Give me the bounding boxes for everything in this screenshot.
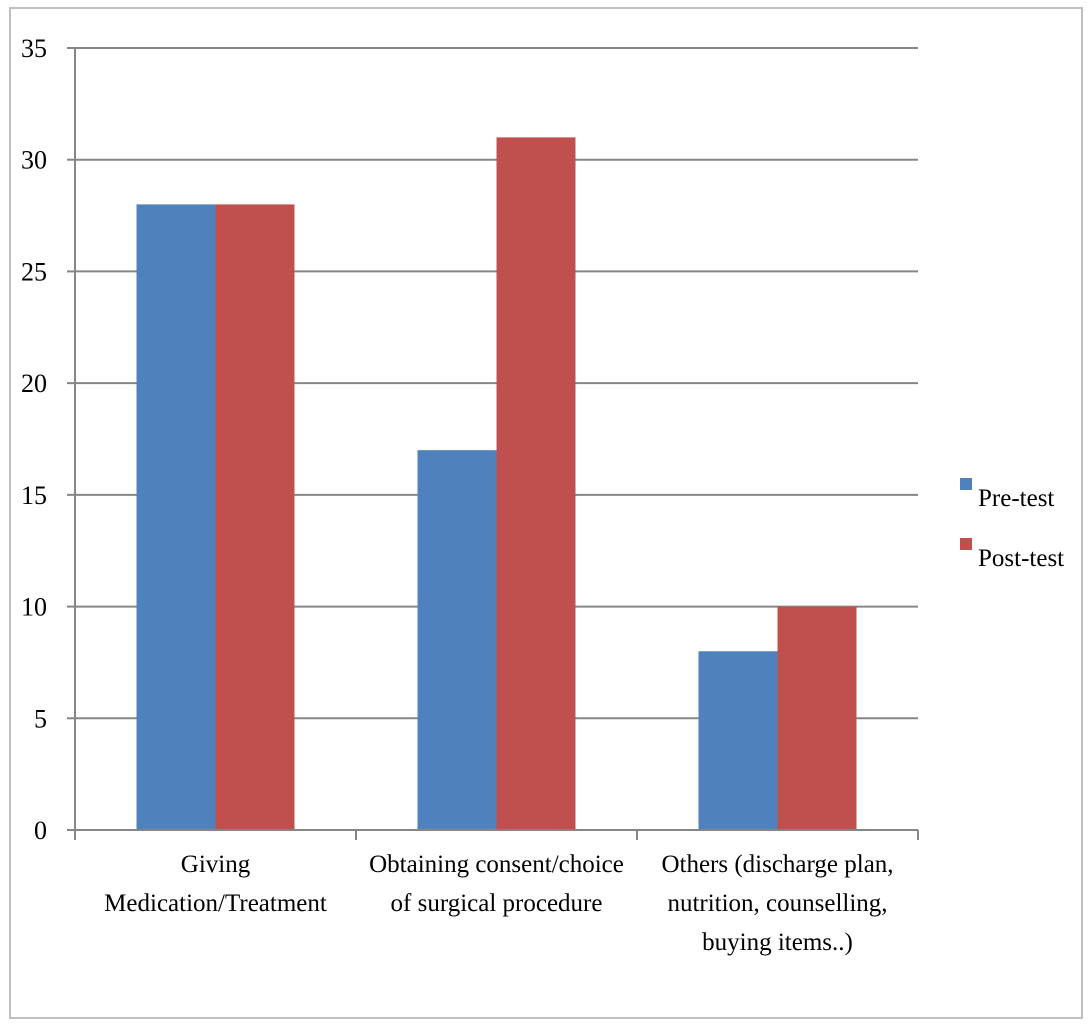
y-tick-label: 0 — [34, 816, 47, 845]
x-category-label: Giving — [181, 851, 251, 878]
y-tick-label: 30 — [21, 146, 47, 175]
axes — [67, 47, 919, 840]
bar-pre-test — [417, 450, 497, 830]
bar-post-test — [777, 606, 857, 830]
axis-labels: 0 5 10 15 20 25 30 35 Giving Medication/Treatment… — [21, 34, 894, 956]
x-category-label: nutrition, counselling, — [667, 890, 887, 917]
bar-pre-test — [698, 651, 778, 830]
legend-label: Post-test — [978, 545, 1064, 572]
y-tick-label: 20 — [21, 369, 47, 398]
legend-label: Pre-test — [978, 485, 1054, 512]
x-category-label: of surgical procedure — [391, 890, 603, 917]
bar-post-test — [496, 137, 576, 830]
x-category-label: buying items..) — [702, 929, 853, 956]
bar-pre-test — [136, 204, 216, 830]
legend-swatch — [960, 478, 972, 490]
y-tick-label: 25 — [21, 257, 47, 286]
x-category-label: Medication/Treatment — [104, 890, 327, 917]
x-category-label: Obtaining consent/choice — [369, 851, 624, 878]
y-tick-label: 5 — [34, 704, 47, 733]
legend: Pre-test Post-test — [960, 478, 1064, 572]
legend-swatch — [960, 538, 972, 550]
y-tick-label: 15 — [21, 481, 47, 510]
y-tick-label: 35 — [21, 34, 47, 63]
y-tick-label: 10 — [21, 593, 47, 622]
bars — [136, 137, 857, 830]
x-category-label: Others (discharge plan, — [661, 851, 893, 878]
bar-post-test — [215, 204, 295, 830]
